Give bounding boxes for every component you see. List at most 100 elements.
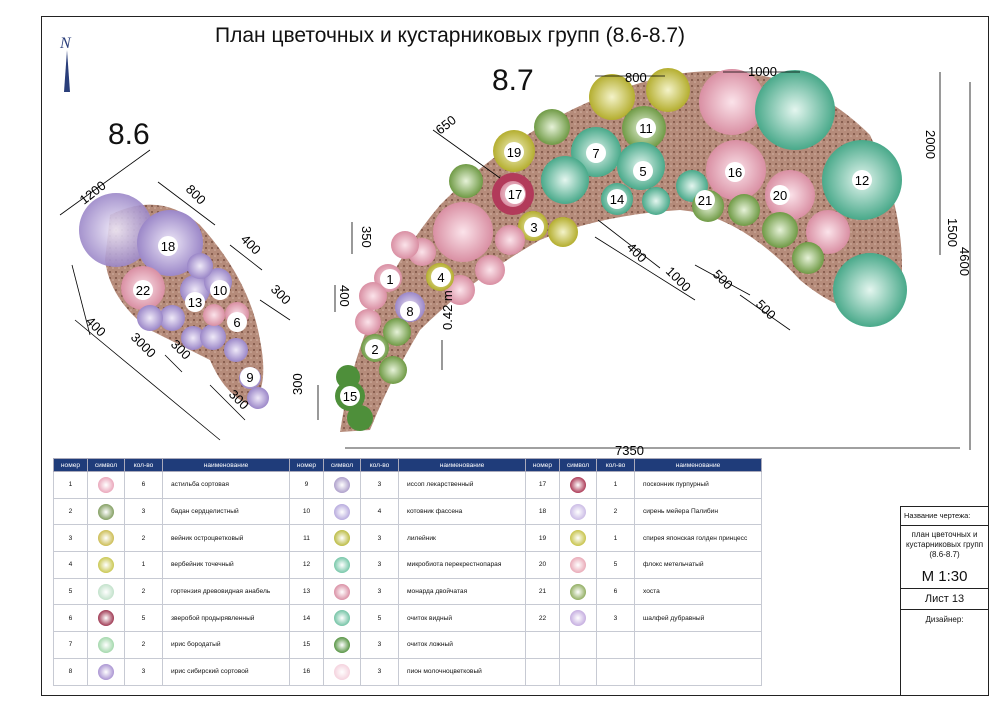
dim-500-b: 500	[753, 297, 779, 323]
title-block-name: план цветочных и кустарниковых групп (8.…	[905, 530, 984, 559]
plant-symbol-icon	[334, 583, 350, 600]
legend-name: котовник фассена	[398, 497, 526, 526]
legend-name: гортензия древовидная анабель	[162, 577, 290, 606]
dim-7350: 7350	[615, 443, 644, 458]
legend-symbol	[323, 551, 361, 579]
label-8: 8	[406, 304, 413, 319]
legend-number: 16	[289, 657, 324, 686]
title-block-scale: М 1:30	[901, 566, 988, 589]
title-block: Название чертежа: план цветочных и куста…	[900, 506, 988, 696]
legend-number: 13	[289, 577, 324, 606]
legend-number: 22	[525, 604, 560, 633]
plant-legend-table: номер символ кол-во наименование номер симво…	[53, 458, 762, 686]
dim-1500: 1500	[945, 218, 960, 247]
legend-name: бадан сердцелистный	[162, 497, 290, 526]
dim-800-b: 800	[625, 70, 647, 85]
legend-quantity: 2	[124, 577, 163, 606]
legend-row: 2 3 бадан сердцелистный 10 4 котовник фассена…	[53, 497, 762, 526]
legend-row: 5 2 гортензия древовидная анабель 13 3 монард…	[53, 577, 762, 606]
legend-symbol	[559, 551, 597, 579]
legend-number: 15	[289, 631, 324, 659]
legend-quantity: 3	[360, 471, 399, 499]
legend-name: ирис сибирский сортовой	[162, 657, 290, 686]
legend-number: 21	[525, 577, 560, 606]
legend-quantity: 4	[360, 497, 399, 526]
plant-symbol-icon	[570, 530, 586, 547]
legend-name: иссоп лекарственный	[398, 471, 526, 499]
legend-name: монарда двойчатая	[398, 577, 526, 606]
legend-symbol	[559, 577, 597, 606]
legend-number: 5	[53, 577, 88, 606]
legend-symbol	[87, 524, 125, 553]
legend-quantity: 3	[360, 577, 399, 606]
plant-symbol-icon	[570, 583, 586, 600]
shrub-juniper	[755, 70, 835, 150]
dim-350: 350	[359, 226, 374, 248]
legend-quantity: 1	[596, 524, 635, 553]
legend-symbol	[87, 631, 125, 659]
legend-row: 8 3 ирис сибирский сортовой 16 3 пион молочно…	[53, 657, 762, 686]
legend-row: 4 1 вербейник точечный 12 3 микробиота перекр…	[53, 551, 762, 579]
legend-symbol	[87, 577, 125, 606]
dim-400-b: 400	[83, 314, 109, 340]
plan-label-8-6: 8.6	[108, 118, 150, 151]
label-14: 14	[610, 192, 624, 207]
legend-symbol	[323, 604, 361, 633]
legend-symbol	[559, 604, 597, 633]
label-2: 2	[371, 342, 378, 357]
label-15: 15	[343, 389, 357, 404]
bed-8-6: 18 22 10 13 6 9 1200 800 400 300 400 300…	[59, 149, 294, 441]
legend-symbol	[87, 497, 125, 526]
plant-symbol-icon	[334, 530, 350, 547]
legend-name: очиток видный	[398, 604, 526, 633]
label-3: 3	[530, 220, 537, 235]
legend-symbol	[87, 657, 125, 686]
legend-name: посконник пурпурный	[634, 471, 762, 499]
legend-quantity: 1	[596, 471, 635, 499]
legend-row: 6 5 зверобой продырявленный 14 5 очиток видны…	[53, 604, 762, 633]
title-block-label: Название чертежа:	[901, 507, 988, 526]
legend-quantity: 5	[124, 604, 163, 633]
plant-symbol-icon	[98, 503, 114, 520]
plant-symbol-icon	[334, 503, 350, 520]
plant-symbol-icon	[334, 636, 350, 653]
dim-650: 650	[433, 112, 459, 137]
legend-quantity: 2	[124, 631, 163, 659]
plant-symbol-icon	[98, 583, 114, 600]
legend-quantity: 2	[596, 497, 635, 526]
label-1: 1	[386, 272, 393, 287]
label-19: 19	[507, 145, 521, 160]
legend-quantity: 3	[360, 657, 399, 686]
label-21: 21	[698, 193, 712, 208]
legend-symbol	[323, 471, 361, 499]
legend-quantity: 2	[124, 524, 163, 553]
legend-quantity: 3	[360, 631, 399, 659]
plant-symbol-icon	[98, 636, 114, 653]
shrub-lilac-large	[79, 193, 153, 267]
legend-row: 7 2 ирис бородатый 15 3 очиток ложный	[53, 631, 762, 659]
plant-symbol-icon	[98, 663, 114, 680]
north-letter: N	[59, 35, 72, 52]
dim-1000: 1000	[748, 64, 777, 79]
legend-symbol	[87, 604, 125, 633]
legend-quantity: 6	[124, 471, 163, 499]
plan-label-8-7: 8.7	[492, 64, 534, 97]
title-block-designer: Дизайнер:	[925, 615, 964, 624]
plant-symbol-icon	[98, 530, 114, 547]
north-arrow-icon: N	[59, 35, 72, 92]
plant-symbol-icon	[334, 476, 350, 493]
legend-symbol	[559, 524, 597, 553]
legend-name: флокс метельчатый	[634, 551, 762, 579]
legend-number: 1	[53, 471, 88, 499]
legend-name: лилейник	[398, 524, 526, 553]
label-6: 6	[233, 315, 240, 330]
label-5: 5	[639, 164, 646, 179]
legend-number: 6	[53, 604, 88, 633]
legend-number: 3	[53, 524, 88, 553]
dim-4600: 4600	[957, 247, 972, 276]
legend-symbol	[323, 657, 361, 686]
label-20: 20	[773, 188, 787, 203]
legend-name: астильба сортовая	[162, 471, 290, 499]
legend-number: 11	[289, 524, 324, 553]
